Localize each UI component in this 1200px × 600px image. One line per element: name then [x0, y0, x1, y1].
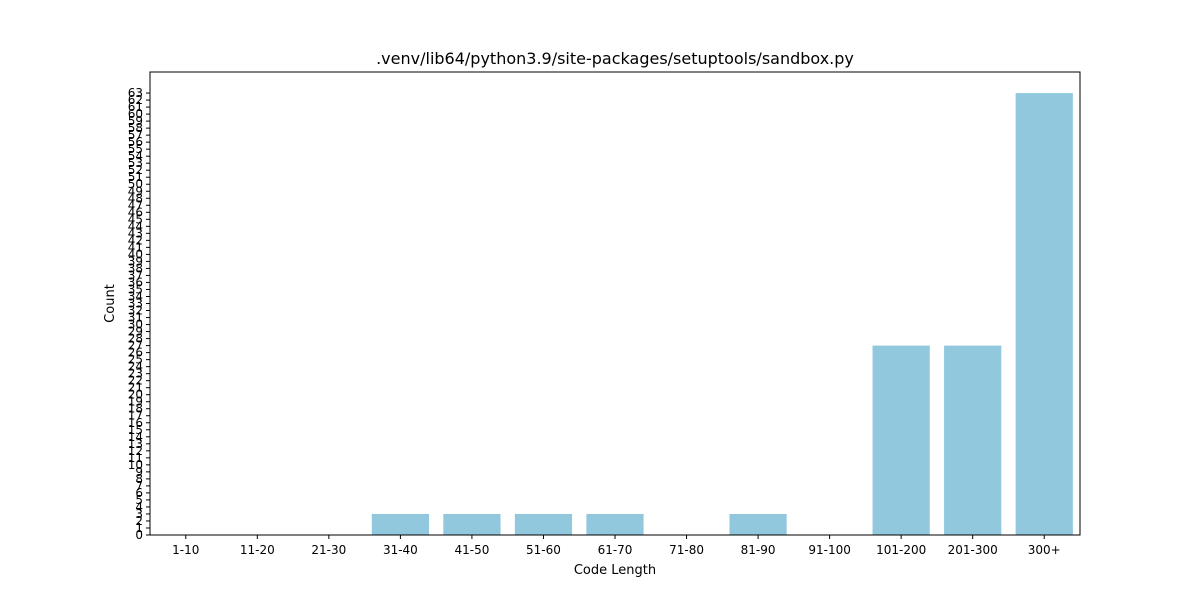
- y-tick-label: 22: [128, 374, 143, 388]
- y-tick-label: 8: [135, 472, 143, 486]
- chart-title: .venv/lib64/python3.9/site-packages/setu…: [376, 49, 854, 68]
- y-tick-label: 32: [128, 304, 143, 318]
- y-tick-label: 57: [128, 128, 143, 142]
- y-tick-label: 58: [128, 121, 143, 135]
- bar-81-90: [729, 513, 787, 535]
- y-tick-label: 39: [128, 254, 143, 268]
- bar-41-50: [443, 513, 501, 535]
- x-tick-label: 51-60: [526, 543, 561, 557]
- y-tick-label: 42: [128, 233, 143, 247]
- x-tick-label: 1-10: [172, 543, 199, 557]
- bar-61-70: [586, 513, 644, 535]
- y-tick-label: 38: [128, 261, 143, 275]
- y-tick-label: 21: [128, 381, 143, 395]
- y-tick-label: 44: [128, 219, 143, 233]
- bars-group: [371, 93, 1073, 535]
- bar-101-200: [872, 345, 930, 535]
- y-tick-label: 19: [128, 395, 143, 409]
- y-tick-label: 31: [128, 311, 143, 325]
- y-tick-label: 46: [128, 205, 143, 219]
- y-tick-label: 17: [128, 409, 143, 423]
- y-tick-label: 25: [128, 353, 143, 367]
- y-tick-label: 7: [135, 479, 143, 493]
- y-tick-label: 61: [128, 100, 143, 114]
- y-tick-label: 1: [135, 521, 143, 535]
- y-tick-label: 49: [128, 184, 143, 198]
- y-tick-label: 54: [128, 149, 143, 163]
- y-tick-label: 27: [128, 339, 143, 353]
- y-tick-label: 5: [135, 493, 143, 507]
- y-tick-label: 43: [128, 226, 143, 240]
- bar-201-300: [944, 345, 1002, 535]
- y-tick-label: 11: [128, 451, 143, 465]
- x-tick-label: 101-200: [876, 543, 926, 557]
- x-tick-label: 21-30: [311, 543, 346, 557]
- bar-51-60: [514, 513, 573, 535]
- y-tick-label: 14: [128, 430, 143, 444]
- y-tick-label: 48: [128, 191, 143, 205]
- x-tick-label: 31-40: [383, 543, 418, 557]
- y-tick-label: 13: [128, 437, 143, 451]
- y-tick-label: 45: [128, 212, 143, 226]
- y-tick-label: 40: [128, 247, 143, 261]
- bar-300+: [1015, 93, 1073, 535]
- y-tick-label: 59: [128, 114, 143, 128]
- x-tick-label: 91-100: [808, 543, 851, 557]
- plot-frame: [149, 71, 1081, 536]
- x-tick-label: 300+: [1028, 543, 1061, 557]
- y-tick-label: 10: [128, 458, 143, 472]
- y-tick-label: 2: [135, 514, 143, 528]
- y-tick-label: 37: [128, 268, 143, 282]
- x-tick-label: 81-90: [741, 543, 776, 557]
- y-tick-label: 15: [128, 423, 143, 437]
- x-tick-label: 71-80: [669, 543, 704, 557]
- y-tick-label: 56: [128, 135, 143, 149]
- y-tick-label: 12: [128, 444, 143, 458]
- y-tick-label: 23: [128, 367, 143, 381]
- y-axis-ticks: 0123456789101112131415161718192021222324…: [128, 86, 150, 542]
- x-tick-label: 61-70: [598, 543, 633, 557]
- y-tick-label: 36: [128, 275, 143, 289]
- y-tick-label: 3: [135, 507, 143, 521]
- y-tick-label: 34: [128, 289, 143, 303]
- y-tick-label: 50: [128, 177, 143, 191]
- y-tick-label: 4: [135, 500, 143, 514]
- x-tick-label: 41-50: [454, 543, 489, 557]
- y-tick-label: 47: [128, 198, 143, 212]
- y-tick-label: 55: [128, 142, 143, 156]
- bar-31-40: [371, 513, 429, 535]
- y-tick-label: 62: [128, 93, 143, 107]
- y-tick-label: 63: [128, 86, 143, 100]
- y-tick-label: 35: [128, 282, 143, 296]
- y-tick-label: 18: [128, 402, 143, 416]
- y-tick-label: 16: [128, 416, 143, 430]
- y-tick-label: 29: [128, 325, 143, 339]
- y-tick-label: 53: [128, 156, 143, 170]
- y-tick-label: 6: [135, 486, 143, 500]
- x-tick-label: 11-20: [240, 543, 275, 557]
- y-tick-label: 60: [128, 107, 143, 121]
- y-tick-label: 51: [128, 170, 143, 184]
- y-tick-label: 0: [135, 528, 143, 542]
- y-tick-label: 52: [128, 163, 143, 177]
- y-tick-label: 9: [135, 465, 143, 479]
- y-tick-label: 41: [128, 240, 143, 254]
- y-tick-label: 28: [128, 332, 143, 346]
- y-tick-label: 26: [128, 346, 143, 360]
- y-tick-label: 33: [128, 297, 143, 311]
- x-axis-label: Code Length: [574, 563, 656, 578]
- y-tick-label: 30: [128, 318, 143, 332]
- x-tick-label: 201-300: [948, 543, 998, 557]
- y-tick-label: 20: [128, 388, 143, 402]
- y-axis-label: Count: [103, 284, 118, 323]
- x-axis-ticks: 1-10 11-20 21-30 31-40 41-50 51-60 61-70 71-80 8…: [172, 535, 1061, 557]
- y-tick-label: 24: [128, 360, 143, 374]
